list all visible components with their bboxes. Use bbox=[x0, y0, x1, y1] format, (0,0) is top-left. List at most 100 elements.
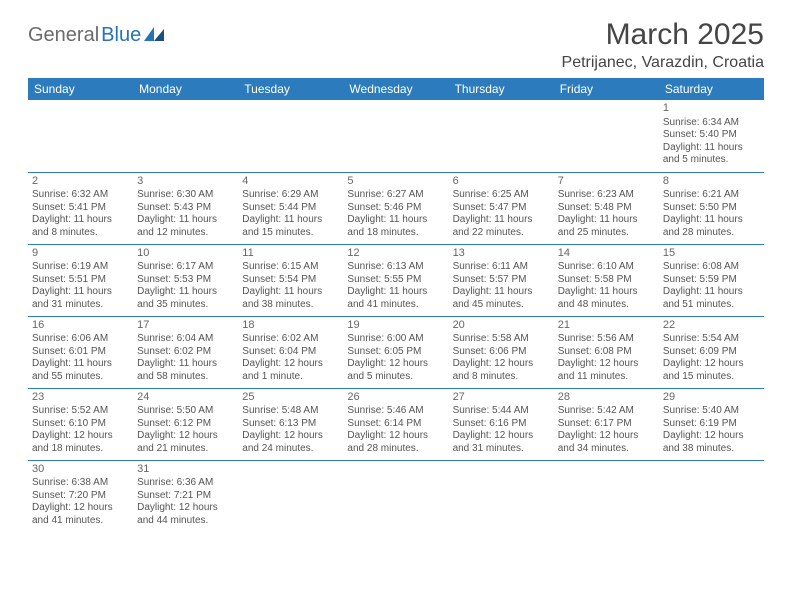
calendar-cell: 26Sunrise: 5:46 AMSunset: 6:14 PMDayligh… bbox=[343, 388, 448, 460]
sunrise-line: Sunrise: 6:08 AM bbox=[663, 261, 760, 274]
daylight-line: Daylight: 12 hours and 11 minutes. bbox=[558, 358, 655, 383]
weekday-header: Sunday bbox=[28, 78, 133, 100]
weekday-header: Saturday bbox=[659, 78, 764, 100]
calendar-body: 1Sunrise: 6:34 AMSunset: 5:40 PMDaylight… bbox=[28, 100, 764, 532]
header: GeneralBlue March 2025 Petrijanec, Varaz… bbox=[28, 18, 764, 72]
sunset-line: Sunset: 6:04 PM bbox=[242, 346, 339, 359]
calendar-page: GeneralBlue March 2025 Petrijanec, Varaz… bbox=[0, 0, 792, 542]
day-number: 13 bbox=[453, 247, 550, 261]
calendar-cell: 30Sunrise: 6:38 AMSunset: 7:20 PMDayligh… bbox=[28, 460, 133, 532]
calendar-cell: 7Sunrise: 6:23 AMSunset: 5:48 PMDaylight… bbox=[554, 172, 659, 244]
daylight-line: Daylight: 11 hours and 5 minutes. bbox=[663, 142, 760, 167]
sunset-line: Sunset: 5:41 PM bbox=[32, 202, 129, 215]
sunset-line: Sunset: 7:20 PM bbox=[32, 490, 129, 503]
sunrise-line: Sunrise: 6:34 AM bbox=[663, 117, 760, 130]
daylight-line: Daylight: 11 hours and 12 minutes. bbox=[137, 214, 234, 239]
sunrise-line: Sunrise: 5:52 AM bbox=[32, 405, 129, 418]
sunrise-line: Sunrise: 5:46 AM bbox=[347, 405, 444, 418]
sunset-line: Sunset: 6:05 PM bbox=[347, 346, 444, 359]
calendar-cell: 29Sunrise: 5:40 AMSunset: 6:19 PMDayligh… bbox=[659, 388, 764, 460]
day-number: 1 bbox=[663, 102, 760, 116]
daylight-line: Daylight: 12 hours and 38 minutes. bbox=[663, 430, 760, 455]
sunset-line: Sunset: 7:21 PM bbox=[137, 490, 234, 503]
day-number: 24 bbox=[137, 391, 234, 405]
daylight-line: Daylight: 12 hours and 28 minutes. bbox=[347, 430, 444, 455]
calendar-cell: 25Sunrise: 5:48 AMSunset: 6:13 PMDayligh… bbox=[238, 388, 343, 460]
sunset-line: Sunset: 5:54 PM bbox=[242, 274, 339, 287]
calendar-cell bbox=[659, 460, 764, 532]
calendar-row: 16Sunrise: 6:06 AMSunset: 6:01 PMDayligh… bbox=[28, 316, 764, 388]
daylight-line: Daylight: 12 hours and 15 minutes. bbox=[663, 358, 760, 383]
calendar-cell: 22Sunrise: 5:54 AMSunset: 6:09 PMDayligh… bbox=[659, 316, 764, 388]
sunrise-line: Sunrise: 5:56 AM bbox=[558, 333, 655, 346]
month-title: March 2025 bbox=[562, 18, 764, 52]
logo-text-1: General bbox=[28, 24, 99, 47]
calendar-cell bbox=[238, 460, 343, 532]
sunrise-line: Sunrise: 6:06 AM bbox=[32, 333, 129, 346]
logo-text-2: Blue bbox=[101, 24, 141, 47]
daylight-line: Daylight: 12 hours and 5 minutes. bbox=[347, 358, 444, 383]
day-number: 9 bbox=[32, 247, 129, 261]
day-number: 30 bbox=[32, 463, 129, 477]
sunrise-line: Sunrise: 6:21 AM bbox=[663, 189, 760, 202]
daylight-line: Daylight: 12 hours and 44 minutes. bbox=[137, 502, 234, 527]
day-number: 18 bbox=[242, 319, 339, 333]
sunrise-line: Sunrise: 5:48 AM bbox=[242, 405, 339, 418]
daylight-line: Daylight: 11 hours and 35 minutes. bbox=[137, 286, 234, 311]
sunset-line: Sunset: 5:55 PM bbox=[347, 274, 444, 287]
sunset-line: Sunset: 5:44 PM bbox=[242, 202, 339, 215]
sunrise-line: Sunrise: 6:25 AM bbox=[453, 189, 550, 202]
daylight-line: Daylight: 11 hours and 18 minutes. bbox=[347, 214, 444, 239]
sunset-line: Sunset: 5:46 PM bbox=[347, 202, 444, 215]
daylight-line: Daylight: 11 hours and 28 minutes. bbox=[663, 214, 760, 239]
daylight-line: Daylight: 11 hours and 8 minutes. bbox=[32, 214, 129, 239]
day-number: 26 bbox=[347, 391, 444, 405]
sunrise-line: Sunrise: 6:15 AM bbox=[242, 261, 339, 274]
sunset-line: Sunset: 5:40 PM bbox=[663, 129, 760, 142]
daylight-line: Daylight: 11 hours and 45 minutes. bbox=[453, 286, 550, 311]
sunset-line: Sunset: 6:02 PM bbox=[137, 346, 234, 359]
sunrise-line: Sunrise: 5:42 AM bbox=[558, 405, 655, 418]
day-number: 28 bbox=[558, 391, 655, 405]
sunset-line: Sunset: 6:12 PM bbox=[137, 418, 234, 431]
day-number: 21 bbox=[558, 319, 655, 333]
daylight-line: Daylight: 11 hours and 15 minutes. bbox=[242, 214, 339, 239]
daylight-line: Daylight: 12 hours and 31 minutes. bbox=[453, 430, 550, 455]
calendar-cell bbox=[28, 100, 133, 172]
sunrise-line: Sunrise: 5:40 AM bbox=[663, 405, 760, 418]
sunrise-line: Sunrise: 6:17 AM bbox=[137, 261, 234, 274]
sunset-line: Sunset: 6:06 PM bbox=[453, 346, 550, 359]
day-number: 27 bbox=[453, 391, 550, 405]
calendar-cell: 18Sunrise: 6:02 AMSunset: 6:04 PMDayligh… bbox=[238, 316, 343, 388]
calendar-cell: 17Sunrise: 6:04 AMSunset: 6:02 PMDayligh… bbox=[133, 316, 238, 388]
day-number: 12 bbox=[347, 247, 444, 261]
logo-icon bbox=[144, 25, 166, 46]
calendar-cell: 23Sunrise: 5:52 AMSunset: 6:10 PMDayligh… bbox=[28, 388, 133, 460]
day-number: 3 bbox=[137, 175, 234, 189]
calendar-row: 2Sunrise: 6:32 AMSunset: 5:41 PMDaylight… bbox=[28, 172, 764, 244]
calendar-cell: 14Sunrise: 6:10 AMSunset: 5:58 PMDayligh… bbox=[554, 244, 659, 316]
sunset-line: Sunset: 6:01 PM bbox=[32, 346, 129, 359]
sunset-line: Sunset: 6:19 PM bbox=[663, 418, 760, 431]
calendar-table: Sunday Monday Tuesday Wednesday Thursday… bbox=[28, 78, 764, 532]
weekday-header: Monday bbox=[133, 78, 238, 100]
sunrise-line: Sunrise: 6:38 AM bbox=[32, 477, 129, 490]
daylight-line: Daylight: 12 hours and 1 minute. bbox=[242, 358, 339, 383]
daylight-line: Daylight: 11 hours and 41 minutes. bbox=[347, 286, 444, 311]
daylight-line: Daylight: 12 hours and 8 minutes. bbox=[453, 358, 550, 383]
daylight-line: Daylight: 12 hours and 24 minutes. bbox=[242, 430, 339, 455]
sunrise-line: Sunrise: 5:44 AM bbox=[453, 405, 550, 418]
day-number: 20 bbox=[453, 319, 550, 333]
calendar-cell: 6Sunrise: 6:25 AMSunset: 5:47 PMDaylight… bbox=[449, 172, 554, 244]
sunrise-line: Sunrise: 6:04 AM bbox=[137, 333, 234, 346]
daylight-line: Daylight: 11 hours and 48 minutes. bbox=[558, 286, 655, 311]
calendar-row: 9Sunrise: 6:19 AMSunset: 5:51 PMDaylight… bbox=[28, 244, 764, 316]
sunrise-line: Sunrise: 6:10 AM bbox=[558, 261, 655, 274]
day-number: 14 bbox=[558, 247, 655, 261]
day-number: 15 bbox=[663, 247, 760, 261]
calendar-cell: 16Sunrise: 6:06 AMSunset: 6:01 PMDayligh… bbox=[28, 316, 133, 388]
day-number: 31 bbox=[137, 463, 234, 477]
day-number: 22 bbox=[663, 319, 760, 333]
calendar-cell: 13Sunrise: 6:11 AMSunset: 5:57 PMDayligh… bbox=[449, 244, 554, 316]
daylight-line: Daylight: 12 hours and 18 minutes. bbox=[32, 430, 129, 455]
